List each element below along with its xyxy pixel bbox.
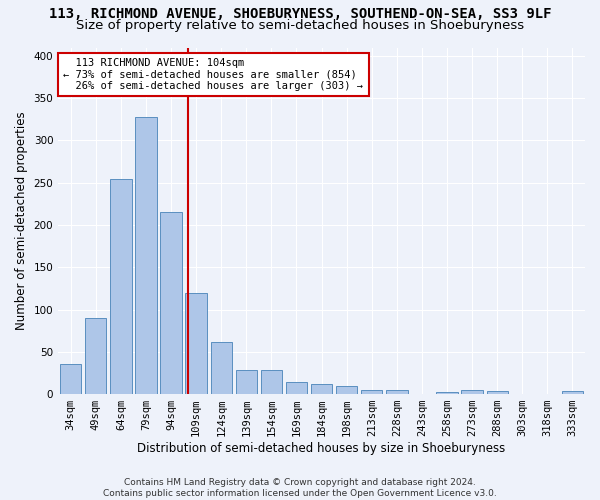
Bar	[236, 370, 257, 394]
Bar	[336, 386, 358, 394]
Bar	[361, 390, 382, 394]
Text: 113, RICHMOND AVENUE, SHOEBURYNESS, SOUTHEND-ON-SEA, SS3 9LF: 113, RICHMOND AVENUE, SHOEBURYNESS, SOUT…	[49, 8, 551, 22]
Text: Contains HM Land Registry data © Crown copyright and database right 2024.
Contai: Contains HM Land Registry data © Crown c…	[103, 478, 497, 498]
Bar	[487, 390, 508, 394]
Bar	[436, 392, 458, 394]
Bar	[185, 292, 207, 394]
Bar	[386, 390, 407, 394]
Bar	[286, 382, 307, 394]
Bar	[311, 384, 332, 394]
Bar	[160, 212, 182, 394]
Bar	[110, 180, 131, 394]
Bar	[85, 318, 106, 394]
Text: 113 RICHMOND AVENUE: 104sqm
← 73% of semi-detached houses are smaller (854)
  26: 113 RICHMOND AVENUE: 104sqm ← 73% of sem…	[64, 58, 364, 91]
X-axis label: Distribution of semi-detached houses by size in Shoeburyness: Distribution of semi-detached houses by …	[137, 442, 506, 455]
Y-axis label: Number of semi-detached properties: Number of semi-detached properties	[15, 112, 28, 330]
Bar	[136, 117, 157, 394]
Bar	[211, 342, 232, 394]
Bar	[461, 390, 483, 394]
Text: Size of property relative to semi-detached houses in Shoeburyness: Size of property relative to semi-detach…	[76, 19, 524, 32]
Bar	[60, 364, 82, 394]
Bar	[562, 390, 583, 394]
Bar	[261, 370, 282, 394]
